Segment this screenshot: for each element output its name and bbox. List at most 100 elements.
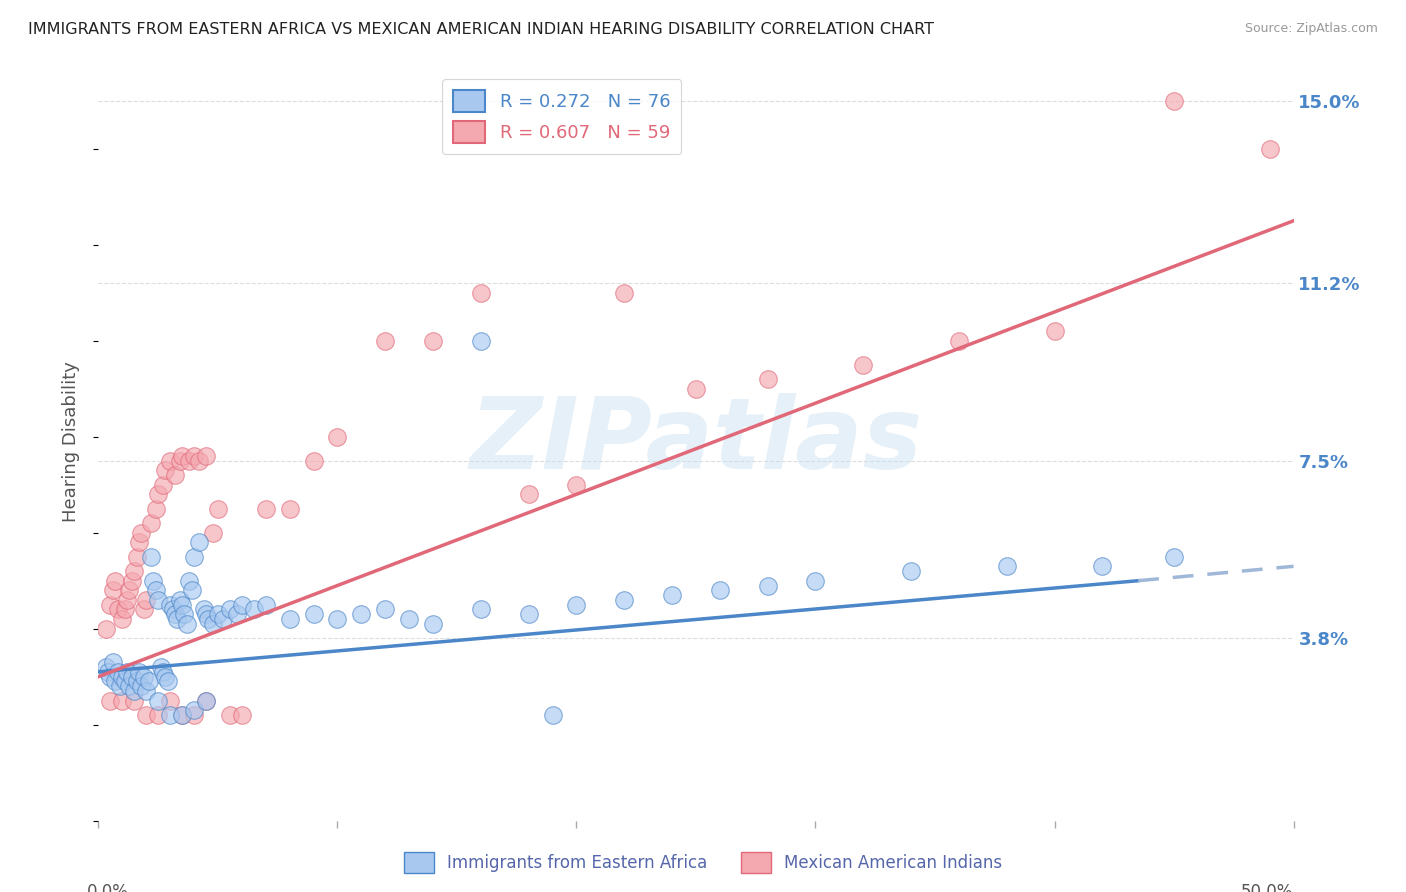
Point — [226, 607, 249, 622]
Point — [98, 694, 122, 708]
Point — [326, 612, 349, 626]
Point — [135, 593, 157, 607]
Point — [163, 468, 186, 483]
Point — [107, 665, 129, 679]
Point — [804, 574, 827, 588]
Point — [135, 708, 157, 723]
Point — [172, 598, 194, 612]
Point — [148, 593, 170, 607]
Point — [101, 655, 124, 669]
Point — [115, 593, 138, 607]
Point — [124, 564, 146, 578]
Point — [111, 670, 134, 684]
Point — [172, 449, 194, 463]
Point — [155, 463, 177, 477]
Point — [183, 703, 205, 717]
Point — [169, 593, 191, 607]
Point — [278, 501, 301, 516]
Point — [145, 583, 167, 598]
Point — [159, 694, 181, 708]
Text: 0.0%: 0.0% — [87, 883, 128, 892]
Text: Source: ZipAtlas.com: Source: ZipAtlas.com — [1244, 22, 1378, 36]
Point — [613, 285, 636, 300]
Point — [254, 598, 277, 612]
Point — [101, 583, 124, 598]
Point — [756, 578, 779, 592]
Point — [94, 622, 117, 636]
Point — [131, 679, 153, 693]
Point — [193, 602, 215, 616]
Point — [187, 454, 209, 468]
Point — [470, 602, 492, 616]
Point — [118, 583, 141, 598]
Point — [97, 665, 120, 679]
Point — [115, 665, 138, 679]
Point — [135, 684, 157, 698]
Point — [148, 708, 170, 723]
Point — [139, 549, 162, 564]
Point — [187, 535, 209, 549]
Point — [145, 501, 167, 516]
Point — [104, 674, 127, 689]
Point — [565, 598, 588, 612]
Point — [142, 574, 165, 588]
Point — [211, 612, 233, 626]
Point — [173, 607, 195, 622]
Point — [202, 525, 225, 540]
Y-axis label: Hearing Disability: Hearing Disability — [62, 361, 80, 522]
Point — [517, 607, 540, 622]
Point — [374, 602, 396, 616]
Point — [131, 525, 153, 540]
Point — [422, 616, 444, 631]
Point — [152, 665, 174, 679]
Point — [180, 583, 202, 598]
Point — [1043, 324, 1066, 338]
Point — [179, 454, 201, 468]
Point — [128, 535, 150, 549]
Point — [148, 694, 170, 708]
Text: 50.0%: 50.0% — [1241, 883, 1294, 892]
Point — [152, 477, 174, 491]
Point — [219, 602, 242, 616]
Point — [1163, 549, 1185, 564]
Point — [183, 449, 205, 463]
Point — [195, 607, 218, 622]
Point — [756, 372, 779, 386]
Point — [148, 487, 170, 501]
Point — [900, 564, 922, 578]
Point — [163, 607, 186, 622]
Point — [176, 616, 198, 631]
Point — [169, 454, 191, 468]
Point — [132, 670, 155, 684]
Point — [207, 501, 229, 516]
Point — [172, 708, 194, 723]
Point — [139, 516, 162, 530]
Point — [302, 454, 325, 468]
Text: ZIPatlas: ZIPatlas — [470, 393, 922, 490]
Legend: Immigrants from Eastern Africa, Mexican American Indians: Immigrants from Eastern Africa, Mexican … — [396, 846, 1010, 880]
Point — [541, 708, 564, 723]
Point — [195, 694, 218, 708]
Point — [219, 708, 242, 723]
Text: IMMIGRANTS FROM EASTERN AFRICA VS MEXICAN AMERICAN INDIAN HEARING DISABILITY COR: IMMIGRANTS FROM EASTERN AFRICA VS MEXICA… — [28, 22, 934, 37]
Point — [121, 574, 143, 588]
Point — [114, 602, 136, 616]
Point — [470, 334, 492, 348]
Point — [398, 612, 420, 626]
Point — [149, 660, 172, 674]
Point — [613, 593, 636, 607]
Point — [197, 612, 219, 626]
Point — [125, 549, 148, 564]
Point — [231, 598, 253, 612]
Point — [128, 665, 150, 679]
Point — [107, 602, 129, 616]
Point — [254, 501, 277, 516]
Point — [98, 670, 122, 684]
Point — [374, 334, 396, 348]
Point — [159, 454, 181, 468]
Point — [183, 549, 205, 564]
Point — [118, 679, 141, 693]
Point — [155, 670, 177, 684]
Point — [156, 674, 179, 689]
Point — [565, 477, 588, 491]
